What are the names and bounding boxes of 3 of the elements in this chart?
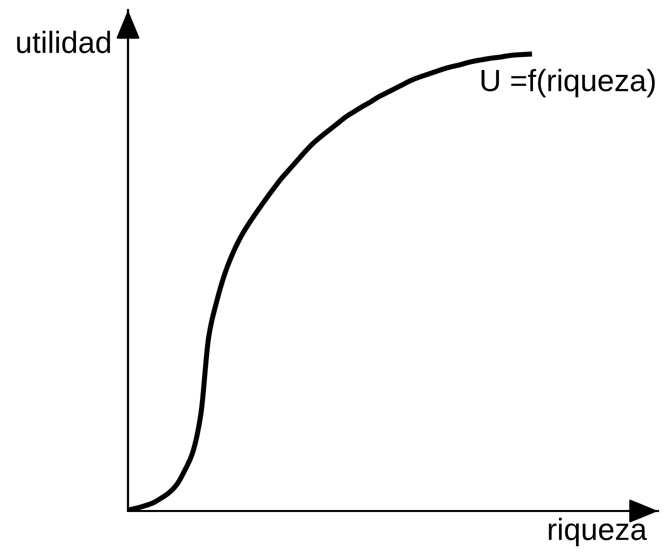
y-axis-title: utilidad	[17, 30, 110, 54]
annotation: U =f(riqueza)	[482, 68, 655, 98]
x-axis-title: riqueza	[548, 518, 648, 546]
